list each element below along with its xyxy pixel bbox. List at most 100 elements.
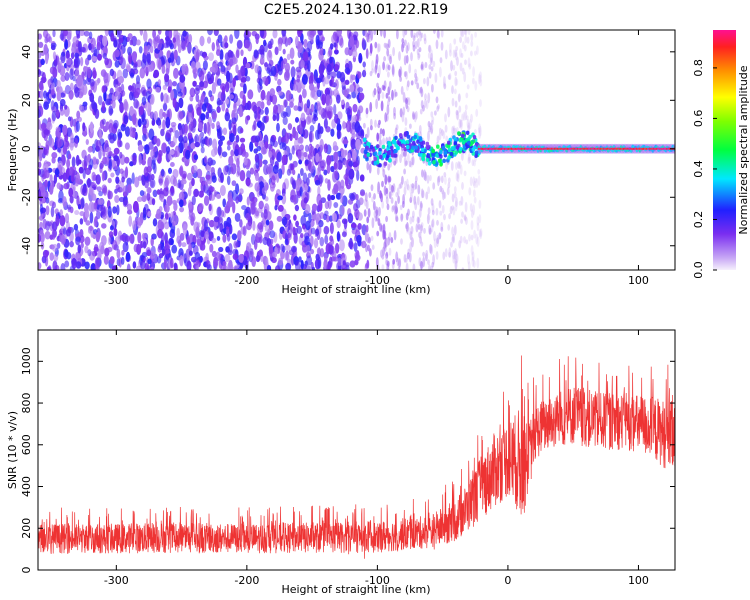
spectrogram-cell [406,252,410,260]
spectrogram-cell [450,241,453,248]
spectrogram-cell [142,213,147,221]
spectrogram-cell [386,203,390,211]
spectrogram-cell [277,195,283,201]
spectrogram-cell [342,260,346,266]
spectrogram-cell [105,98,111,106]
spectrogram-cell [137,216,144,226]
spectrogram-cell [38,118,41,130]
spectrogram-cell [82,84,88,96]
spectrogram-cell [447,74,451,80]
spectrogram-cell [349,84,355,93]
spectrogram-cell [255,255,261,263]
spectrogram-cell [81,159,88,169]
spectrogram-cell [479,228,483,237]
spectrogram-cell [363,149,368,155]
spectrogram-cell [139,30,144,36]
spectrogram-cell [410,192,413,201]
spectrogram-cell [164,212,169,221]
spectrogram-cell [66,158,71,169]
spectrogram-cell [334,170,339,180]
spectrogram-cell [304,235,310,246]
spectrogram-cell [43,129,50,135]
spectrogram-cell [235,64,239,74]
spectrogram-cell [371,217,375,229]
spectrogram-cell [62,196,67,207]
spectrogram-cell [415,110,418,120]
spectrogram-cell [399,108,403,118]
spectrogram-cell [475,178,479,188]
spectrogram-cell [308,83,315,91]
spectrogram-cell [117,30,122,36]
spectrogram-cell [438,232,442,240]
spectrogram-cell [128,91,134,101]
spectrogram-cell [300,260,304,270]
spectrogram-cell [83,104,88,111]
spectrogram-cell [430,66,434,72]
spectrogram-cell [137,118,142,128]
spectrogram-cell [113,227,118,237]
spectrogram-cell [371,60,374,71]
spectrogram-cell [231,109,236,119]
spectrogram-cell [375,59,378,71]
spectrogram-cell [339,193,344,204]
spectrogram-cell [202,103,207,112]
spectrogram-cell [245,62,251,69]
spectrogram-cell [292,169,296,176]
spectrogram-cell [70,52,75,60]
spectrogram-cell [437,175,441,183]
spectrogram-cell [364,198,367,207]
spectrogram-cell [399,153,402,164]
spectrogram-cell [246,115,251,121]
spectrogram-cell [162,119,166,131]
spectrogram-cell [170,211,175,224]
spectrogram-cell [254,153,260,163]
spectrogram-cell [116,69,123,82]
spectrogram-cell [452,127,456,134]
spectrogram-cell [472,260,476,268]
spectrogram-cell [405,262,409,270]
spectrogram-cell [454,258,458,270]
spectrogram-cell [385,43,389,50]
spectrogram-cell [463,236,466,244]
spectrogram-cell [386,261,390,270]
spectrogram-cell [363,122,366,129]
spectrogram-cell [220,209,225,218]
spectrogram-cell [383,30,386,39]
spectrogram-cell [219,185,226,197]
spectrogram-cell [460,133,465,138]
spectrogram-cell [276,112,280,122]
spectrogram-cell [110,172,115,178]
spectrogram-cell [62,30,68,37]
spectrogram-cell [434,110,437,116]
spectrogram-cell [388,183,392,191]
spectrogram-cell [417,52,420,61]
spectrogram-cell [337,111,343,120]
spectrogram-cell [68,153,72,160]
spectrogram-cell [169,149,175,155]
spectrogram-cell [51,88,55,96]
spectrogram-cell [410,30,414,39]
spectrogram-cell [406,183,410,191]
spectrogram-cell [120,123,126,132]
spectrogram-cell [117,128,122,141]
spectrogram-cell [465,115,469,121]
spectrogram-cell [411,155,415,166]
spectrogram-cell [321,93,327,106]
spectrogram-cell [381,264,385,270]
spectrogram-cell [419,141,424,146]
spectrogram-cell [402,91,406,103]
spectrogram-cell [371,244,375,250]
spectrogram-cell [239,137,246,143]
spectrogram-cell [198,122,204,132]
spectrogram-cell [104,247,110,257]
spectrogram-cell [63,183,70,190]
spectrogram-cell [121,249,125,256]
spectrogram-cell [221,228,226,236]
spectrogram-cell [62,227,67,235]
spectrogram-cell [286,53,291,61]
spectrogram-cell [71,257,77,270]
spectrogram-x-tick-label: 100 [628,274,649,287]
spectrogram-cell [59,215,66,227]
spectrogram-cell [209,194,216,201]
spectrogram-cell [85,220,91,226]
